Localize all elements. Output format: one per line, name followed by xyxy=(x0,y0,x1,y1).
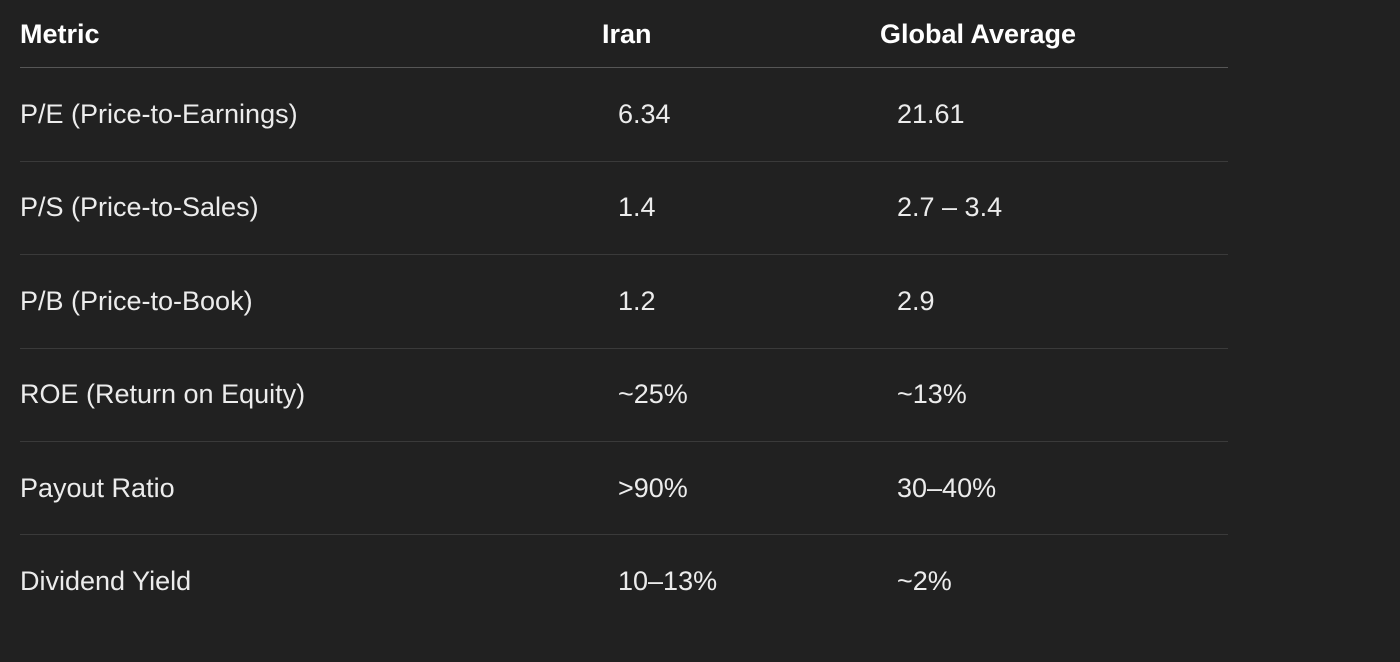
table-cell: ~13% xyxy=(897,379,967,410)
table-cell: 30–40% xyxy=(897,472,997,503)
table-cell: 2.9 xyxy=(897,285,935,316)
table-cell: Dividend Yield xyxy=(20,566,192,596)
table-cell: 10–13% xyxy=(618,566,718,596)
table-cell: ROE (Return on Equity) xyxy=(20,379,306,410)
row-divider xyxy=(20,441,1228,442)
table-cell: P/S (Price-to-Sales) xyxy=(20,192,259,223)
table-cell: 21.61 xyxy=(897,99,965,129)
table-cell: >90% xyxy=(618,472,688,503)
header-cell: Global Average xyxy=(880,19,1077,49)
row-divider xyxy=(20,348,1228,349)
table-cell: 1.2 xyxy=(618,285,656,316)
table-cell: 2.7 – 3.4 xyxy=(897,192,1003,223)
header-cell: Iran xyxy=(602,19,652,49)
table-cell: P/B (Price-to-Book) xyxy=(20,285,253,316)
table-cell: 6.34 xyxy=(618,99,671,129)
table-cell: 1.4 xyxy=(618,192,656,223)
table-cell: ~25% xyxy=(618,379,688,410)
table-cell: Payout Ratio xyxy=(20,472,175,503)
header-divider xyxy=(20,67,1228,68)
row-divider xyxy=(20,254,1228,255)
row-divider xyxy=(20,161,1228,162)
header-cell: Metric xyxy=(20,19,100,49)
table-cell: ~2% xyxy=(897,566,952,596)
row-divider xyxy=(20,534,1228,535)
table-cell: P/E (Price-to-Earnings) xyxy=(20,99,298,129)
